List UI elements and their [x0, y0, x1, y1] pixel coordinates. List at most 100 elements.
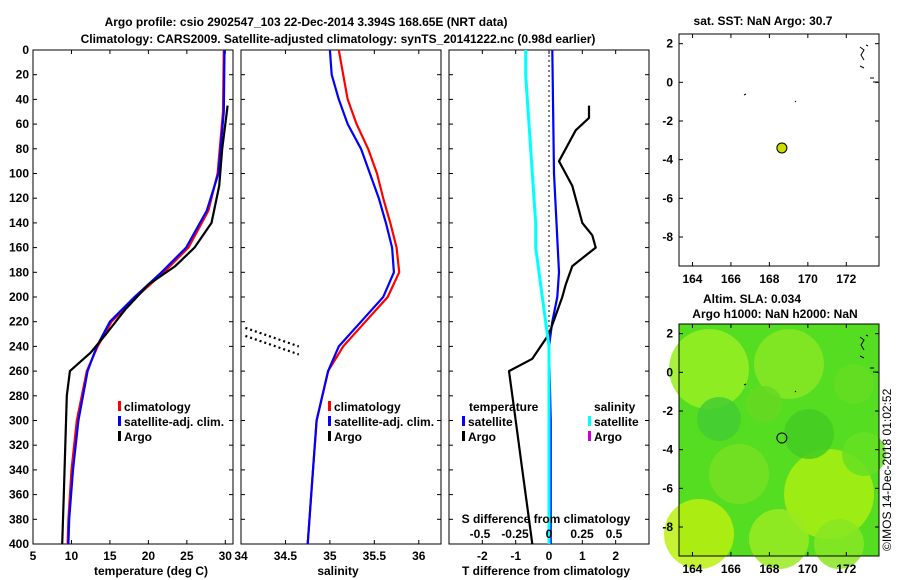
y-tick-label: 0: [22, 43, 29, 57]
temperature-panel: 0 20 40 60 80 100 120 140 160 180 200 220 240 260 280 3…: [9, 43, 234, 578]
argo-position-marker: [776, 142, 788, 154]
y-tick-label: 80: [16, 142, 30, 156]
s-tick: 0.25: [570, 527, 594, 541]
legend-s-sat: satellite: [594, 415, 639, 429]
x-tick-label: 172: [836, 562, 856, 576]
y-tick-label: 2: [666, 327, 673, 341]
temperature-legend: climatology satellite-adj. clim. Argo: [118, 400, 224, 444]
series-line-s-satellite: [524, 50, 551, 544]
legend-swatch-t-sat: [462, 416, 465, 426]
legend-swatch-s-sat: [588, 416, 591, 426]
sst-map-panel: sat. SST: NaN Argo: 30.7 2 0 -2 -4 -6 -8 164 16…: [662, 14, 880, 286]
y-tick-label: 320: [9, 438, 29, 452]
x-tick-label: 34: [234, 549, 248, 563]
y-tick-label: 2: [666, 37, 673, 51]
s-tick: -0.25: [501, 527, 529, 541]
legend-argo: Argo: [334, 430, 362, 444]
legend-swatch-t-argo: [462, 431, 465, 441]
series-line-satellite-adj-clim-: [306, 49, 395, 545]
y-tick-label: 280: [9, 389, 29, 403]
legend-argo: Argo: [124, 430, 152, 444]
heatmap-cell: [709, 444, 769, 504]
x-tick-label: 10: [65, 549, 79, 563]
y-tick-label: 60: [16, 117, 30, 131]
y-tick-label: 0: [666, 365, 673, 379]
heatmap-cell: [669, 329, 749, 409]
x-tick-label: 35: [323, 549, 337, 563]
y-tick-label: -4: [662, 443, 673, 457]
y-tick-label: 140: [9, 216, 29, 230]
series-line-argo: [61, 105, 229, 545]
legend-sat: satellite-adj. clim.: [124, 415, 224, 429]
heatmap-cell: [746, 386, 782, 422]
s-tick: 0.5: [606, 527, 623, 541]
sla-map-panel: Altim. SLA: 0.034 Argo h1000: NaN h2000:…: [662, 292, 886, 576]
salinity-axes: [240, 49, 442, 545]
sst-map-title: sat. SST: NaN Argo: 30.7: [694, 14, 833, 28]
salinity-legend: climatology satellite-adj. clim. Argo: [328, 400, 434, 444]
x-tick-label: 168: [759, 272, 779, 286]
x-tick-label: 1: [579, 549, 586, 563]
series-line-t-argo: [507, 105, 597, 545]
x-tick-label: 164: [682, 272, 702, 286]
x-tick-label: 172: [836, 272, 856, 286]
heatmap-cell: [754, 329, 824, 399]
x-tick-label: -1: [510, 549, 521, 563]
heatmap-cell: [664, 499, 734, 569]
legend-swatch-s-argo: [588, 431, 591, 441]
legend-swatch-argo: [118, 431, 121, 441]
legend-swatch-argo: [328, 431, 331, 441]
x-tick-label: 34.5: [274, 549, 298, 563]
legend-salinity-title: salinity: [594, 400, 636, 414]
legend-s-argo: Argo: [594, 430, 622, 444]
legend-sat: satellite-adj. clim.: [334, 415, 434, 429]
y-tick-label: 160: [9, 241, 29, 255]
difference-panel: -2 -1 0 1 2 S difference from climatology -0…: [448, 49, 650, 578]
coastline: [743, 334, 878, 393]
y-tick-label: -8: [662, 230, 673, 244]
y-tick-label: 340: [9, 463, 29, 477]
y-tick-label: 0: [666, 75, 673, 89]
x-tick-label: 5: [30, 549, 37, 563]
x-tick-label: 170: [798, 272, 818, 286]
y-tick-label: -4: [662, 153, 673, 167]
y-tick-label: 400: [9, 537, 29, 551]
legend-t-argo: Argo: [468, 430, 496, 444]
x-tick-label: 36: [412, 549, 426, 563]
salinity-xlabel: salinity: [317, 564, 359, 578]
y-tick-label: 300: [9, 414, 29, 428]
x-tick-label: 20: [142, 549, 156, 563]
x-tick-label: 15: [103, 549, 117, 563]
y-tick-label: 220: [9, 315, 29, 329]
x-tick-label: 30: [219, 549, 233, 563]
y-tick-label: 180: [9, 265, 29, 279]
y-tick-label: -2: [662, 114, 673, 128]
heatmap-cell: [697, 397, 741, 441]
legend-climatology: climatology: [334, 400, 401, 414]
y-tick-label: 360: [9, 488, 29, 502]
y-tick-label: 200: [9, 290, 29, 304]
difference-legend: temperature satellite Argo salinity sate…: [462, 400, 639, 444]
y-tick-label: 240: [9, 339, 29, 353]
sla-map-axes: [678, 323, 880, 557]
y-tick-label: 40: [16, 92, 30, 106]
x-tick-label: 2: [612, 549, 619, 563]
legend-swatch-sat: [328, 416, 331, 426]
salinity-panel: 34 34.5 35 35.5 36 salinity climatology sate…: [234, 49, 442, 578]
legend-climatology: climatology: [124, 400, 191, 414]
temperature-xlabel: temperature (deg C): [94, 564, 208, 578]
x-tick-label: 164: [682, 562, 702, 576]
title-line-2: Climatology: CARS2009. Satellite-adjuste…: [81, 32, 596, 46]
x-tick-label: 35.5: [363, 549, 387, 563]
difference-xlabel: T difference from climatology: [462, 564, 630, 578]
legend-swatch-climatology: [118, 401, 121, 411]
y-tick-label: -2: [662, 404, 673, 418]
x-tick-label: 170: [798, 562, 818, 576]
s-diff-top-label: S difference from climatology: [462, 512, 631, 526]
legend-t-sat: satellite: [468, 415, 513, 429]
heatmap-cell: [834, 364, 874, 404]
coastline: [743, 44, 878, 103]
y-tick-label: -8: [662, 520, 673, 534]
y-tick-label: 260: [9, 364, 29, 378]
